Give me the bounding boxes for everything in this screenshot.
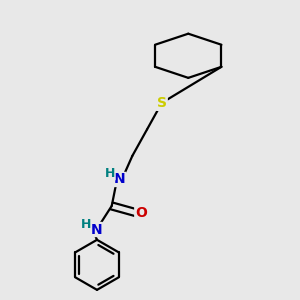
Text: S: S — [157, 96, 167, 110]
Text: H: H — [105, 167, 116, 180]
Text: N: N — [114, 172, 126, 186]
Text: H: H — [81, 218, 91, 231]
Text: N: N — [91, 223, 102, 236]
Text: O: O — [135, 206, 147, 220]
